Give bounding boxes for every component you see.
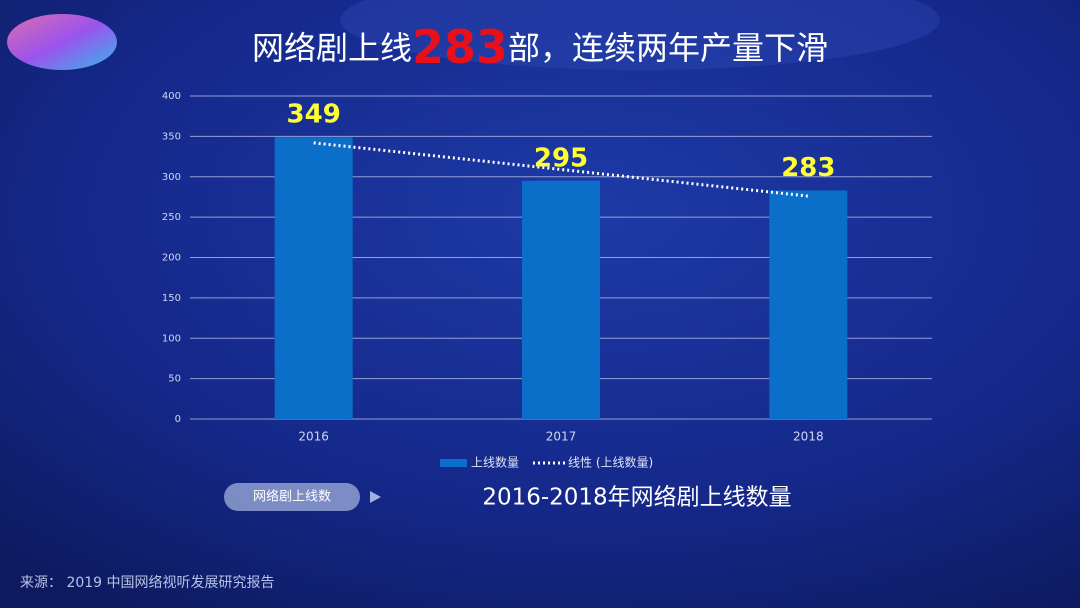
bar: [522, 180, 600, 419]
decoration: [7, 14, 117, 70]
button[interactable]: [224, 483, 360, 511]
button-label[interactable]: 网络剧上线数: [253, 489, 331, 505]
value-label: 295: [534, 143, 588, 173]
value-label: 283: [781, 153, 835, 183]
y-tick-label: 200: [162, 253, 181, 264]
arrow: [370, 491, 381, 503]
title-part: 部，连续两年产量下滑: [508, 29, 828, 67]
x-tick-label: 2017: [546, 430, 577, 444]
legend-label: 上线数量: [471, 455, 519, 470]
title-part: 网络剧上线: [252, 29, 412, 67]
legend-swatch: [440, 459, 467, 467]
title-highlight: 283: [412, 20, 508, 74]
bar: [274, 137, 353, 419]
y-tick-label: 50: [168, 374, 181, 385]
value-label: 349: [287, 100, 341, 130]
source: 来源： 2019 中国网络视听发展研究报告: [20, 575, 275, 591]
y-tick-label: 150: [162, 293, 181, 304]
chart-title: 网络剧上线283部，连续两年产量下滑: [252, 20, 828, 74]
y-tick-label: 250: [162, 212, 181, 223]
y-tick-label: 0: [175, 414, 181, 425]
bar: [769, 190, 848, 419]
x-tick-label: 2018: [793, 430, 824, 444]
y-tick-label: 100: [162, 333, 181, 344]
y-tick-label: 300: [162, 172, 181, 183]
subtitle: 2016-2018年网络剧上线数量: [482, 485, 791, 511]
legend-label: 线性 (上线数量): [568, 455, 653, 470]
y-tick-label: 350: [162, 131, 181, 142]
decoration: [340, 0, 940, 70]
x-tick-label: 2016: [298, 430, 329, 444]
y-tick-label: 400: [162, 91, 181, 102]
